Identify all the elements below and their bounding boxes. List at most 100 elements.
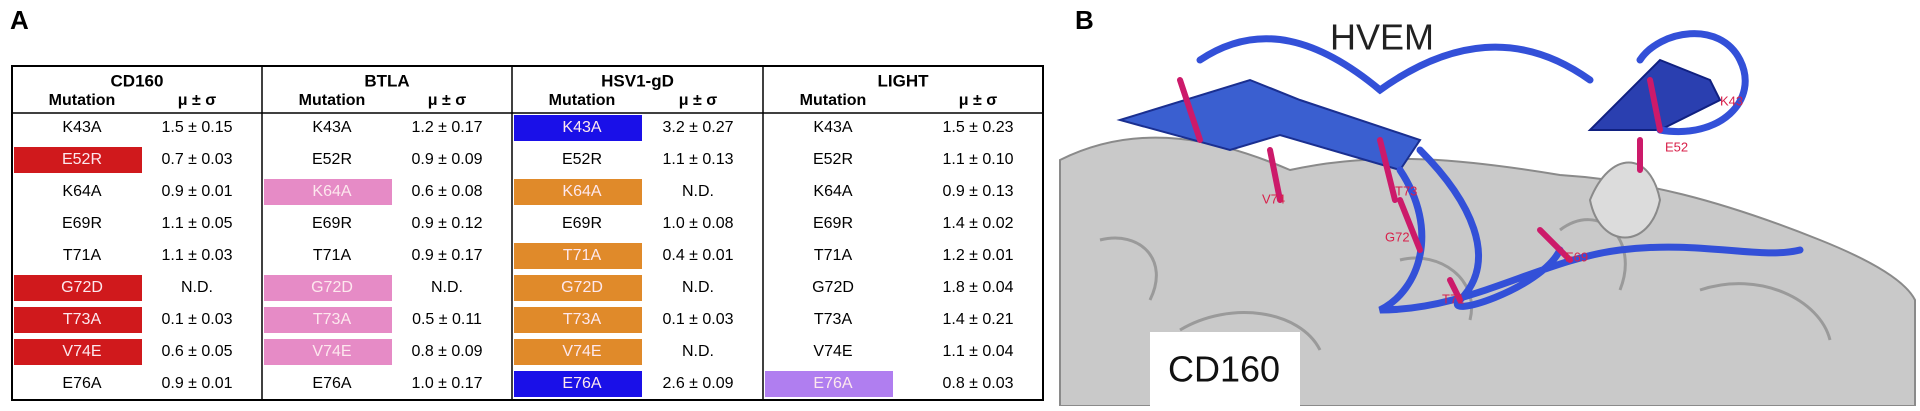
residue-label: K43 <box>1720 93 1743 108</box>
mutation-cell: T71A <box>313 247 352 264</box>
cell-highlight <box>514 179 642 205</box>
residue-label: T71 <box>1442 291 1464 306</box>
mutation-cell: E52R <box>312 151 352 168</box>
mutation-cell: G72D <box>561 279 603 296</box>
value-cell: 1.5 ± 0.15 <box>161 119 232 136</box>
mutation-cell: E76A <box>62 375 101 392</box>
value-cell: 3.2 ± 0.27 <box>662 119 733 136</box>
value-cell: 1.1 ± 0.10 <box>942 151 1013 168</box>
cell-highlight <box>514 115 642 141</box>
value-cell: 2.6 ± 0.09 <box>662 375 733 392</box>
value-cell: 1.2 ± 0.17 <box>411 119 482 136</box>
column-header: Mutation <box>549 92 616 109</box>
mutation-cell: T71A <box>814 247 853 264</box>
mutation-cell: K64A <box>562 183 601 200</box>
value-cell: 0.1 ± 0.03 <box>161 311 232 328</box>
mutation-cell: G72D <box>812 279 854 296</box>
mutation-cell: T71A <box>63 247 102 264</box>
surface-bump <box>1588 161 1662 239</box>
cell-highlight <box>514 243 642 269</box>
value-cell: N.D. <box>431 279 463 296</box>
cell-highlight <box>264 307 392 333</box>
mutation-cell: T73A <box>814 311 853 328</box>
cell-highlight <box>514 275 642 301</box>
mutation-cell: E76A <box>813 375 852 392</box>
value-cell: 0.8 ± 0.09 <box>411 343 482 360</box>
structure-title: HVEM <box>1330 17 1434 58</box>
column-header: μ ± σ <box>428 92 466 109</box>
mutation-cell: T73A <box>313 311 352 328</box>
value-cell: 1.1 ± 0.13 <box>662 151 733 168</box>
value-cell: 0.4 ± 0.01 <box>662 247 733 264</box>
group-header: HSV1-gD <box>601 71 674 90</box>
mutation-cell: G72D <box>311 279 353 296</box>
value-cell: 1.0 ± 0.17 <box>411 375 482 392</box>
cell-highlight <box>514 339 642 365</box>
value-cell: 0.6 ± 0.08 <box>411 183 482 200</box>
value-cell: 1.1 ± 0.04 <box>942 343 1013 360</box>
side-chain <box>1177 77 1663 303</box>
value-cell: 0.9 ± 0.13 <box>942 183 1013 200</box>
column-header: μ ± σ <box>178 92 216 109</box>
value-cell: 0.5 ± 0.11 <box>412 311 482 328</box>
cell-highlight <box>765 371 893 397</box>
residue-label: G72 <box>1385 229 1410 244</box>
cell-highlight <box>264 179 392 205</box>
mutation-cell: E52R <box>562 151 602 168</box>
column-header: Mutation <box>800 92 867 109</box>
panel-label: B <box>1075 5 1094 35</box>
mutation-cell: K43A <box>62 119 101 136</box>
mutation-cell: K64A <box>312 183 351 200</box>
value-cell: 0.9 ± 0.09 <box>411 151 482 168</box>
mutation-cell: E52R <box>813 151 853 168</box>
mutation-cell: T73A <box>563 311 602 328</box>
cell-highlight <box>14 275 142 301</box>
cell-highlight <box>264 275 392 301</box>
mutation-cell: E69R <box>562 215 602 232</box>
mutation-cell: E69R <box>312 215 352 232</box>
structure <box>1059 30 1916 407</box>
value-cell: 0.9 ± 0.01 <box>161 375 232 392</box>
mutation-cell: E52R <box>62 151 102 168</box>
cell-highlight <box>514 371 642 397</box>
mutation-cell: V74E <box>312 343 351 360</box>
value-cell: 1.4 ± 0.02 <box>942 215 1013 232</box>
column-header: Mutation <box>299 92 366 109</box>
column-header: Mutation <box>49 92 116 109</box>
value-cell: 1.8 ± 0.04 <box>942 279 1013 296</box>
value-cell: 1.2 ± 0.01 <box>942 247 1013 264</box>
group-header: LIGHT <box>878 71 930 90</box>
mutation-cell: T71A <box>563 247 602 264</box>
value-cell: 0.8 ± 0.03 <box>942 375 1013 392</box>
mutation-cell: K43A <box>813 119 852 136</box>
mutation-cell: E69R <box>62 215 102 232</box>
mutation-cell: K43A <box>562 119 601 136</box>
mutation-cell: K43A <box>312 119 351 136</box>
mutation-cell: E76A <box>562 375 601 392</box>
value-cell: 1.4 ± 0.21 <box>942 311 1013 328</box>
cell-highlight <box>14 339 142 365</box>
residue-label: V74 <box>1262 191 1285 206</box>
mutation-cell: V74E <box>562 343 601 360</box>
residue-label: E69 <box>1565 249 1588 264</box>
value-cell: 0.7 ± 0.03 <box>161 151 232 168</box>
value-cell: 1.1 ± 0.03 <box>161 247 232 264</box>
value-cell: N.D. <box>181 279 213 296</box>
panel-label: A <box>10 5 29 35</box>
cell-highlight <box>514 307 642 333</box>
column-header: μ ± σ <box>959 92 997 109</box>
mutation-cell: T73A <box>63 311 102 328</box>
surface-label: CD160 <box>1168 349 1280 390</box>
mutation-cell: G72D <box>61 279 103 296</box>
mutation-cell: V74E <box>62 343 101 360</box>
value-cell: 0.6 ± 0.05 <box>161 343 232 360</box>
value-cell: 0.9 ± 0.01 <box>161 183 232 200</box>
cell-highlight <box>14 307 142 333</box>
value-cell: 0.9 ± 0.12 <box>411 215 482 232</box>
value-cell: N.D. <box>682 279 714 296</box>
label-box <box>1150 332 1300 406</box>
residue-label: E52 <box>1665 139 1688 154</box>
mutation-cell: V74E <box>813 343 852 360</box>
residue-label: T73 <box>1395 183 1417 198</box>
